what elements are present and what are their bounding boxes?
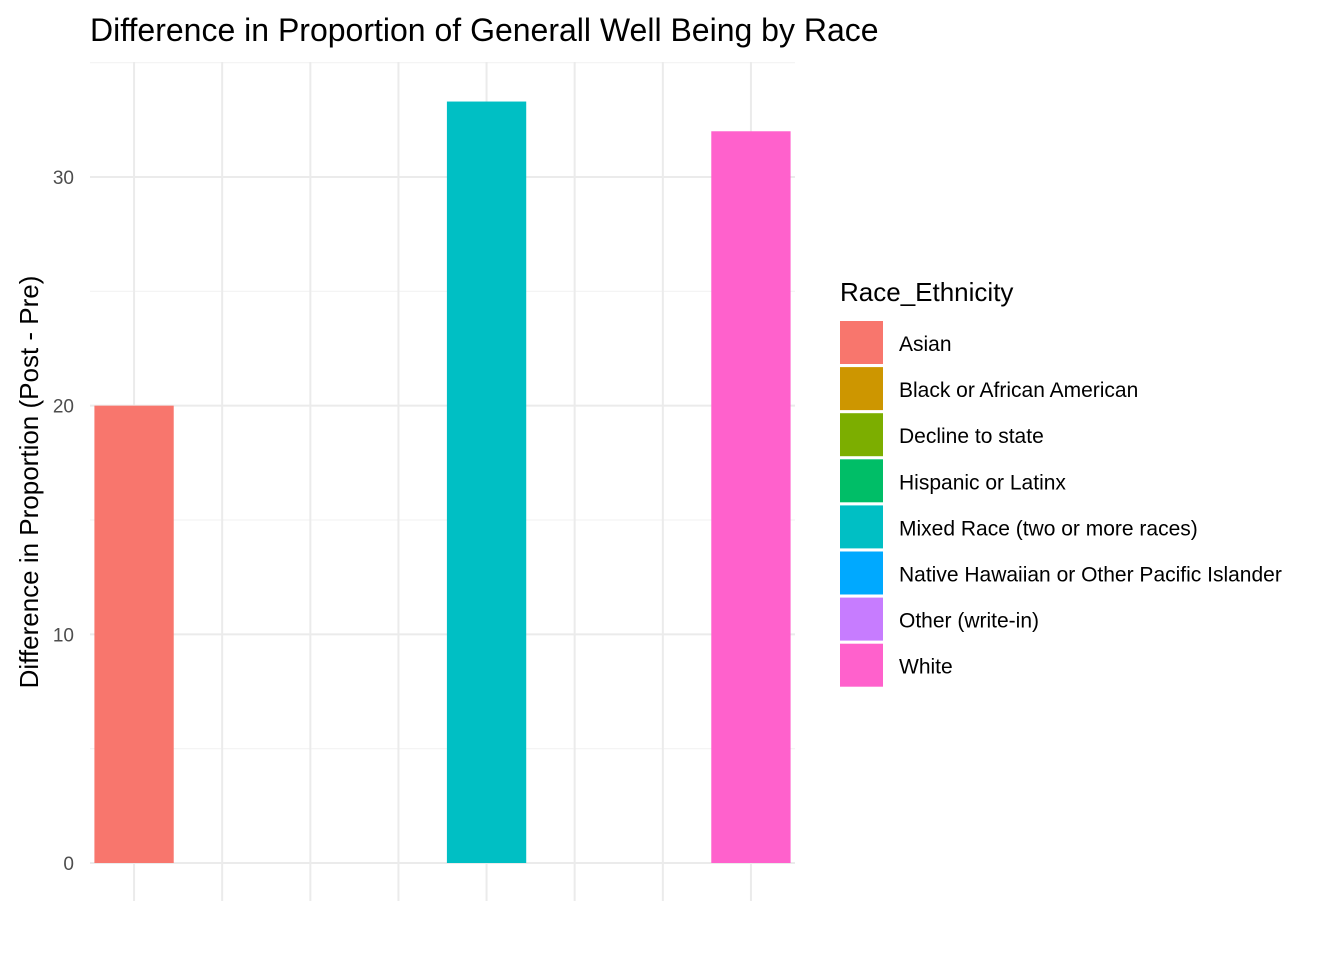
grid <box>90 62 795 901</box>
legend-key <box>840 413 883 457</box>
legend-label: Asian <box>899 333 952 356</box>
y-tick-label: 30 <box>53 168 74 189</box>
legend-key <box>840 597 883 641</box>
legend-label: Mixed Race (two or more races) <box>899 517 1198 540</box>
legend-label: Native Hawaiian or Other Pacific Islande… <box>899 564 1282 587</box>
chart-title: Difference in Proportion of Generall Wel… <box>90 12 879 48</box>
y-tick-label: 20 <box>53 397 74 418</box>
y-axis-ticks: 0 10 20 30 <box>53 168 74 875</box>
legend-key <box>840 367 883 411</box>
legend-key <box>840 643 883 687</box>
y-tick-label: 0 <box>63 854 74 875</box>
y-axis-label: Difference in Proportion (Post - Pre) <box>14 276 44 689</box>
bar-4 <box>446 101 527 864</box>
legend-label: Hispanic or Latinx <box>899 471 1066 494</box>
legend-label: White <box>899 656 953 679</box>
bar-7 <box>711 131 791 863</box>
legend-label: Decline to state <box>899 425 1044 448</box>
legend-label: Other (write-in) <box>899 610 1039 633</box>
bars <box>94 101 791 864</box>
legend-key <box>840 459 883 503</box>
y-tick-label: 10 <box>53 625 74 646</box>
bar-0 <box>94 405 174 863</box>
legend: Asian Black or African American Decline to… <box>840 321 1282 687</box>
legend-key <box>840 505 883 549</box>
legend-label: Black or African American <box>899 379 1138 402</box>
legend-key <box>840 321 883 364</box>
legend-title: Race_Ethnicity <box>840 277 1013 307</box>
legend-key <box>840 551 883 595</box>
